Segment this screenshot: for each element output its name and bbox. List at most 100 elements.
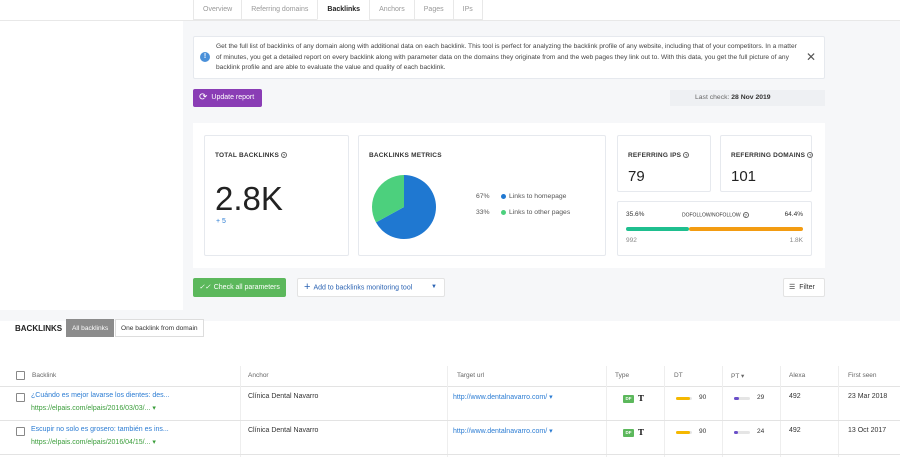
pt-bar [734, 431, 750, 434]
seg-one-per-domain[interactable]: One backlink from domain [115, 319, 204, 337]
dofollow-right-count: 1.8K [789, 237, 803, 244]
legend-dot-icon [501, 193, 506, 199]
caret-down-icon[interactable]: ▾ [549, 394, 553, 401]
dofollow-bar [626, 227, 689, 231]
update-report-button[interactable]: ⟳ Update report [193, 89, 262, 107]
check-all-parameters-button[interactable]: ✓✓ Check all parameters [193, 278, 286, 297]
col-divider [838, 366, 839, 457]
table-header: Backlink Anchor Target url Type DT PT ▾ … [0, 366, 900, 387]
last-check-date: 28 Nov 2019 [731, 94, 771, 101]
help-icon[interactable]: ? [742, 212, 749, 218]
col-divider [664, 366, 665, 457]
col-divider [606, 366, 607, 457]
tab-backlinks[interactable]: Backlinks [317, 0, 371, 20]
caret-down-icon[interactable]: ▾ [152, 405, 156, 412]
dt-bar [676, 431, 692, 434]
referring-domains-card: REFERRING DOMAINS? 101 [720, 135, 814, 192]
row-checkbox[interactable] [16, 393, 25, 402]
caret-down-icon[interactable]: ▾ [549, 428, 553, 435]
summary-panel: TOTAL BACKLINKS? 2.8K + 5 BACKLINKS METR… [193, 123, 825, 268]
col-target-url[interactable]: Target url [457, 372, 485, 379]
info-banner: ! Get the full list of backlinks of any … [193, 36, 825, 79]
help-icon[interactable]: ? [683, 152, 690, 159]
left-margin [0, 21, 183, 310]
table-row: ¿Cuándo es mejor lavarse los dientes: de… [0, 387, 900, 421]
referring-ips-card: REFERRING IPS? 79 [617, 135, 711, 192]
last-check: Last check: 28 Nov 2019 [670, 90, 825, 106]
total-backlinks-value: 2.8K [215, 180, 283, 217]
table-row: Escupir no solo es grosero: también es i… [0, 421, 900, 455]
col-divider [240, 366, 241, 457]
col-type[interactable]: Type [615, 372, 630, 379]
row-checkbox[interactable] [16, 427, 25, 436]
actions-row: ✓✓ Check all parameters + Add to backlinks… [193, 278, 825, 298]
text-link-icon: T [638, 427, 644, 437]
pie-slice-homepage [375, 175, 436, 239]
pt-value: 29 [757, 394, 765, 401]
help-icon[interactable]: ? [281, 152, 288, 159]
col-dt[interactable]: DT [674, 372, 683, 379]
dofollow-left-count: 992 [626, 237, 637, 244]
report-tabs: Overview Referring domains Backlinks Anc… [193, 0, 483, 20]
col-backlink[interactable]: Backlink [32, 372, 57, 379]
legend-homepage-pct: 67% [476, 193, 490, 200]
caret-down-icon[interactable]: ▾ [152, 439, 156, 446]
check-all-label: Check all parameters [213, 284, 280, 291]
pie-slice-other-pages [372, 175, 404, 223]
add-to-monitoring-dropdown[interactable]: + Add to backlinks monitoring tool ▼ [297, 278, 445, 297]
refresh-icon: ⟳ [199, 92, 208, 103]
filter-label: Filter [799, 284, 815, 291]
alexa-value: 492 [789, 427, 801, 434]
tab-referring-domains[interactable]: Referring domains [241, 0, 319, 20]
nofollow-bar [689, 227, 803, 231]
select-all-checkbox[interactable] [16, 371, 25, 380]
backlink-title[interactable]: Escupir no solo es grosero: también es i… [31, 426, 169, 433]
close-icon[interactable]: ✕ [805, 50, 816, 64]
dofollow-title: DOFOLLOW/NOFOLLOW? [682, 212, 749, 219]
tab-pages[interactable]: Pages [413, 0, 454, 20]
target-url[interactable]: http://www.dentalnavarro.com/ ▾ [453, 394, 553, 401]
total-backlinks-title: TOTAL BACKLINKS? [215, 152, 288, 159]
backlink-url[interactable]: https://elpais.com/elpais/2016/03/03/...… [31, 405, 156, 412]
filter-button[interactable]: ☰ Filter [783, 278, 825, 297]
double-check-icon: ✓✓ [199, 284, 211, 291]
dofollow-badge: DF [623, 429, 634, 437]
col-divider [780, 366, 781, 457]
total-backlinks-delta: + 5 [216, 218, 226, 225]
text-link-icon: T [638, 393, 644, 403]
backlink-url[interactable]: https://elpais.com/elpais/2016/04/15/...… [31, 439, 156, 446]
filter-icon: ☰ [789, 284, 796, 291]
backlink-title[interactable]: ¿Cuándo es mejor lavarse los dientes: de… [31, 392, 170, 399]
anchor-text: Clínica Dental Navarro [248, 427, 319, 434]
legend-homepage-label: Links to homepage [509, 193, 567, 200]
col-divider [722, 366, 723, 457]
tab-divider [0, 20, 900, 21]
legend-homepage: 67% Links to homepage [476, 193, 566, 200]
dt-value: 90 [699, 428, 707, 435]
col-alexa[interactable]: Alexa [789, 372, 806, 379]
legend-other-label: Links to other pages [509, 209, 571, 216]
col-first-seen[interactable]: First seen [848, 372, 877, 379]
tab-overview[interactable]: Overview [193, 0, 243, 20]
pt-value: 24 [757, 428, 765, 435]
backlinks-pie-chart [372, 175, 436, 239]
referring-ips-value: 79 [628, 168, 645, 185]
last-check-label: Last check: [695, 94, 730, 101]
backlinks-metrics-card: BACKLINKS METRICS? 67%Links to homepage … [358, 135, 606, 256]
tab-ips[interactable]: IPs [452, 0, 483, 20]
help-icon[interactable]: ? [807, 152, 814, 159]
backlinks-metrics-title: BACKLINKS METRICS? [369, 152, 442, 159]
tab-anchors[interactable]: Anchors [369, 0, 415, 20]
col-pt[interactable]: PT ▾ [731, 373, 745, 380]
referring-domains-value: 101 [731, 168, 757, 185]
referring-ips-title: REFERRING IPS? [628, 152, 690, 159]
caret-down-icon: ▼ [431, 284, 437, 290]
dt-bar [676, 397, 692, 400]
seg-all-backlinks[interactable]: All backlinks [66, 319, 115, 337]
dofollow-right-pct: 64.4% [784, 211, 803, 218]
referring-domains-title: REFERRING DOMAINS? [731, 152, 814, 159]
col-anchor[interactable]: Anchor [248, 372, 269, 379]
add-to-monitoring-label: Add to backlinks monitoring tool [313, 284, 413, 292]
info-text: Get the full list of backlinks of any do… [216, 43, 797, 71]
target-url[interactable]: http://www.dentalnavarro.com/ ▾ [453, 428, 553, 435]
